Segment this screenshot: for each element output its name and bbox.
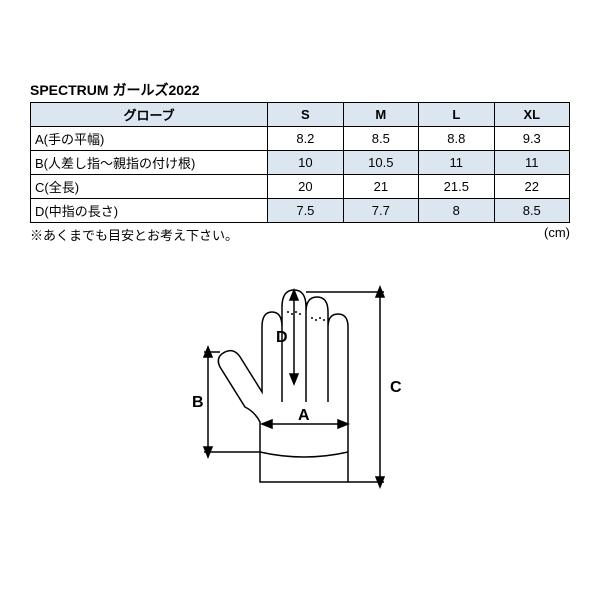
cell: 8.2	[268, 127, 343, 151]
cell: 8.5	[343, 127, 418, 151]
header-label: グローブ	[31, 103, 268, 127]
row-label: A(手の平幅)	[31, 127, 268, 151]
table-row: B(人差し指～親指の付け根) 10 10.5 11 11	[31, 151, 570, 175]
header-size-s: S	[268, 103, 343, 127]
cell: 21	[343, 175, 418, 199]
row-label: C(全長)	[31, 175, 268, 199]
note-text: ※あくまでも目安とお考え下さい。	[30, 225, 238, 244]
cell: 21.5	[419, 175, 494, 199]
cell: 10	[268, 151, 343, 175]
dim-label-a: A	[298, 407, 310, 424]
cell: 8	[419, 199, 494, 223]
cell: 7.7	[343, 199, 418, 223]
cell: 7.5	[268, 199, 343, 223]
table-row: C(全長) 20 21 21.5 22	[31, 175, 570, 199]
row-label: B(人差し指～親指の付け根)	[31, 151, 268, 175]
cell: 22	[494, 175, 569, 199]
table-row: D(中指の長さ) 7.5 7.7 8 8.5	[31, 199, 570, 223]
cell: 11	[494, 151, 569, 175]
glove-diagram: B D A C	[30, 252, 570, 515]
dim-label-b: B	[192, 394, 204, 411]
unit-text: (cm)	[544, 225, 570, 244]
dim-label-d: D	[276, 329, 288, 346]
header-size-m: M	[343, 103, 418, 127]
dim-label-c: C	[390, 379, 402, 396]
cell: 11	[419, 151, 494, 175]
cell: 8.5	[494, 199, 569, 223]
size-table: グローブ S M L XL A(手の平幅) 8.2 8.5 8.8 9.3 B(…	[30, 102, 570, 223]
header-size-xl: XL	[494, 103, 569, 127]
cell: 10.5	[343, 151, 418, 175]
header-size-l: L	[419, 103, 494, 127]
cell: 20	[268, 175, 343, 199]
table-row: A(手の平幅) 8.2 8.5 8.8 9.3	[31, 127, 570, 151]
cell: 9.3	[494, 127, 569, 151]
product-title: SPECTRUM ガールズ2022	[30, 80, 570, 100]
cell: 8.8	[419, 127, 494, 151]
row-label: D(中指の長さ)	[31, 199, 268, 223]
